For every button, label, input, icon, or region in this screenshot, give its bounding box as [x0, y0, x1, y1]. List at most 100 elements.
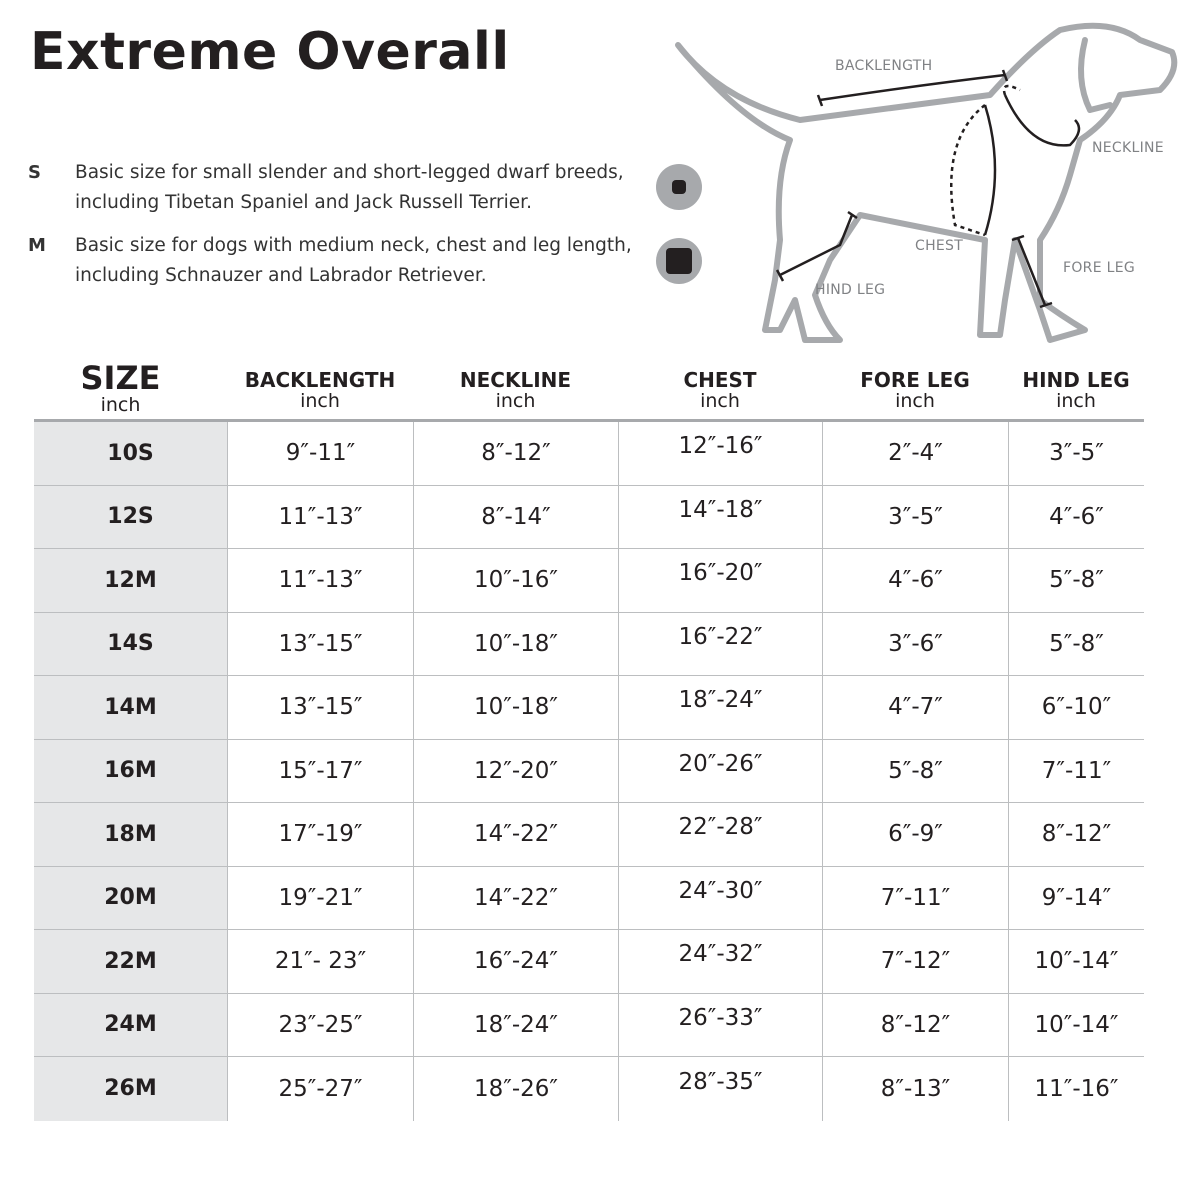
column-header-label: BACKLENGTH	[244, 368, 396, 392]
fore-leg-label: FORE LEG	[1063, 260, 1135, 276]
size-cell: 22M	[34, 930, 227, 993]
table-row: 26M 25″-27″ 18″-26″ 28″-35″ 8″-13″ 11″-16″	[34, 1057, 1144, 1121]
measurement-cell: 2″-4″	[822, 422, 1008, 485]
table-row: 10S 9″-11″ 8″-12″ 12″-16″ 2″-4″ 3″-5″	[34, 422, 1144, 486]
column-header-label: HIND LEG	[1022, 368, 1130, 392]
measurement-cell: 18″-26″	[413, 1057, 618, 1121]
neckline-label: NECKLINE	[1092, 140, 1164, 156]
measurement-cell: 24″-32″	[618, 930, 822, 993]
column-header: HIND LEG inch	[1008, 370, 1144, 412]
measurement-cell: 8″-12″	[822, 993, 1008, 1056]
measurement-cell: 21″- 23″	[227, 930, 413, 993]
size-cell: 12S	[34, 485, 227, 548]
small-square-badge-icon	[656, 164, 702, 210]
column-header-unit: inch	[1056, 390, 1096, 412]
measurement-cell: 9″-11″	[227, 422, 413, 485]
table-row: 22M 21″- 23″ 16″-24″ 24″-32″ 7″-12″ 10″-14″	[34, 930, 1144, 994]
measurement-cell: 10″-14″	[1008, 930, 1144, 993]
measurement-cell: 6″-9″	[822, 803, 1008, 866]
table-row: 12S 11″-13″ 8″-14″ 14″-18″ 3″-5″ 4″-6″	[34, 485, 1144, 549]
size-cell: 12M	[34, 549, 227, 612]
measurement-cell: 14″-18″	[618, 485, 822, 548]
measurement-cell: 18″-24″	[413, 993, 618, 1056]
column-header-unit: inch	[100, 394, 141, 416]
column-header-label: FORE LEG	[860, 368, 970, 392]
size-code: M	[28, 235, 46, 256]
column-header-unit: inch	[700, 390, 740, 412]
measurement-cell: 6″-10″	[1008, 676, 1144, 739]
column-header: NECKLINE inch	[413, 370, 618, 412]
column-header-label: NECKLINE	[459, 368, 572, 392]
size-cell: 16M	[34, 739, 227, 802]
column-header-label: CHEST	[683, 368, 757, 392]
measurement-cell: 3″-6″	[822, 612, 1008, 675]
measurement-cell: 16″-24″	[413, 930, 618, 993]
size-table: 10S 9″-11″ 8″-12″ 12″-16″ 2″-4″ 3″-5″ 12S 11″-1…	[34, 419, 1144, 1121]
size-cell: 14M	[34, 676, 227, 739]
measurement-cell: 8″-12″	[413, 422, 618, 485]
size-cell: 18M	[34, 803, 227, 866]
measurement-cell: 4″-6″	[1008, 485, 1144, 548]
backlength-label: BACKLENGTH	[835, 58, 933, 74]
measurement-cell: 13″-15″	[227, 612, 413, 675]
measurement-cell: 18″-24″	[618, 676, 822, 739]
measurement-cell: 12″-20″	[413, 739, 618, 802]
table-header: SIZE inch BACKLENGTH inch NECKLINE inch CHEST i…	[34, 360, 1144, 420]
measurement-cell: 11″-13″	[227, 485, 413, 548]
measurement-cell: 16″-22″	[618, 612, 822, 675]
measurement-cell: 4″-6″	[822, 549, 1008, 612]
measurement-cell: 24″-30″	[618, 866, 822, 929]
measurement-cell: 10″-18″	[413, 612, 618, 675]
measurement-cell: 23″-25″	[227, 993, 413, 1056]
dog-measurement-diagram	[675, 22, 1178, 343]
measurement-cell: 22″-28″	[618, 803, 822, 866]
table-row: 12M 11″-13″ 10″-16″ 16″-20″ 4″-6″ 5″-8″	[34, 549, 1144, 613]
column-header-label: SIZE	[80, 359, 161, 397]
medium-square-badge-icon	[656, 238, 702, 284]
measurement-cell: 7″-11″	[1008, 739, 1144, 802]
measurement-cell: 4″-7″	[822, 676, 1008, 739]
measurement-cell: 8″-12″	[1008, 803, 1144, 866]
measurement-cell: 5″-8″	[822, 739, 1008, 802]
measurement-cell: 16″-20″	[618, 549, 822, 612]
measurement-cell: 9″-14″	[1008, 866, 1144, 929]
measurement-cell: 15″-17″	[227, 739, 413, 802]
measurement-cell: 28″-35″	[618, 1057, 822, 1121]
size-cell: 10S	[34, 422, 227, 485]
measurement-cell: 5″-8″	[1008, 612, 1144, 675]
measurement-cell: 11″-13″	[227, 549, 413, 612]
size-cell: 20M	[34, 866, 227, 929]
measurement-cell: 7″-12″	[822, 930, 1008, 993]
measurement-cell: 20″-26″	[618, 739, 822, 802]
hind-leg-label: HIND LEG	[815, 282, 886, 298]
measurement-cell: 7″-11″	[822, 866, 1008, 929]
table-row: 14S 13″-15″ 10″-18″ 16″-22″ 3″-6″ 5″-8″	[34, 612, 1144, 676]
measurement-cell: 10″-14″	[1008, 993, 1144, 1056]
measurement-cell: 8″-13″	[822, 1057, 1008, 1121]
size-cell: 14S	[34, 612, 227, 675]
table-row: 14M 13″-15″ 10″-18″ 18″-24″ 4″-7″ 6″-10″	[34, 676, 1144, 740]
table-row: 18M 17″-19″ 14″-22″ 22″-28″ 6″-9″ 8″-12″	[34, 803, 1144, 867]
measurement-cell: 3″-5″	[1008, 422, 1144, 485]
column-header: FORE LEG inch	[822, 370, 1008, 412]
column-header: BACKLENGTH inch	[227, 370, 413, 412]
measurement-cell: 10″-18″	[413, 676, 618, 739]
measurement-cell: 19″-21″	[227, 866, 413, 929]
size-code: S	[28, 162, 41, 183]
measurement-cell: 11″-16″	[1008, 1057, 1144, 1121]
description-line: Basic size for small slender and short-l…	[75, 162, 624, 183]
column-header-unit: inch	[895, 390, 935, 412]
table-row: 16M 15″-17″ 12″-20″ 20″-26″ 5″-8″ 7″-11″	[34, 739, 1144, 803]
measurement-cell: 25″-27″	[227, 1057, 413, 1121]
measurement-cell: 14″-22″	[413, 866, 618, 929]
size-cell: 24M	[34, 993, 227, 1056]
description-line: including Tibetan Spaniel and Jack Russe…	[75, 192, 532, 213]
table-row: 24M 23″-25″ 18″-24″ 26″-33″ 8″-12″ 10″-14″	[34, 993, 1144, 1057]
measurement-cell: 10″-16″	[413, 549, 618, 612]
column-header: CHEST inch	[618, 370, 822, 412]
page-title: Extreme Overall	[30, 22, 510, 82]
measurement-cell: 5″-8″	[1008, 549, 1144, 612]
chest-label: CHEST	[915, 238, 964, 254]
column-header: SIZE inch	[24, 362, 217, 416]
column-header-unit: inch	[300, 390, 340, 412]
